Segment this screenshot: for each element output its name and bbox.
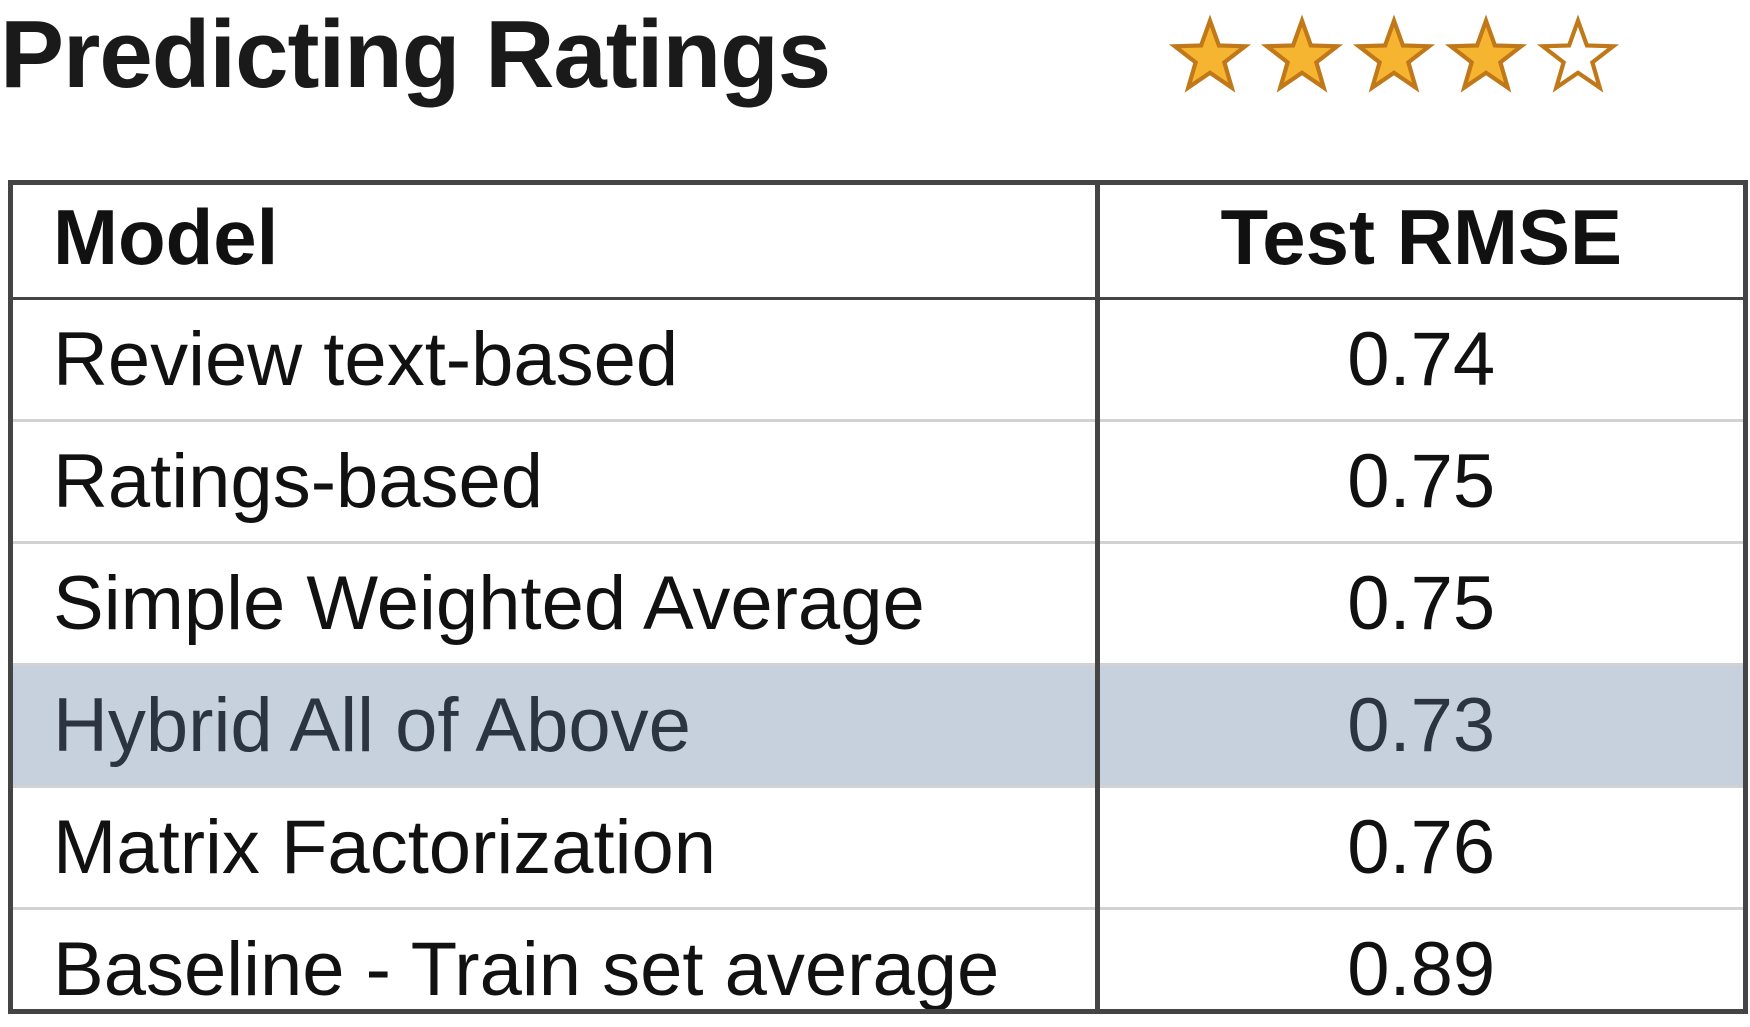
model-name-cell: Simple Weighted Average xyxy=(13,542,1100,666)
star-empty-icon xyxy=(1536,14,1620,93)
column-header-model: Model xyxy=(13,185,1100,300)
test-rmse-cell: 0.74 xyxy=(1097,298,1743,422)
column-header-test-rmse: Test RMSE xyxy=(1097,185,1743,300)
test-rmse-cell: 0.89 xyxy=(1347,926,1496,1012)
table-row: Ratings-based 0.75 xyxy=(13,420,1743,544)
star-filled-icon xyxy=(1444,14,1528,93)
model-name-cell: Hybrid All of Above xyxy=(13,664,1100,788)
table-row: Baseline - Train set average 0.89 xyxy=(13,908,1743,1012)
model-name-cell: Review text-based xyxy=(13,298,1100,422)
model-name-cell: Matrix Factorization xyxy=(13,786,1100,910)
test-rmse-cell: 0.75 xyxy=(1097,420,1743,544)
model-name-cell: Ratings-based xyxy=(13,420,1100,544)
table-row: Matrix Factorization 0.76 xyxy=(13,786,1743,910)
test-rmse-cell: 0.76 xyxy=(1097,786,1743,910)
model-name-cell: Baseline - Train set average xyxy=(13,908,1100,1009)
star-filled-icon xyxy=(1168,14,1252,93)
star-rating xyxy=(1168,14,1628,104)
table-row: Hybrid All of Above 0.73 xyxy=(13,664,1743,788)
test-rmse-cell: 0.73 xyxy=(1097,664,1743,788)
results-table: Model Test RMSE Review text-based 0.74 Rat… xyxy=(13,185,1743,1012)
star-filled-icon xyxy=(1352,14,1436,93)
table-row: Review text-based 0.74 xyxy=(13,298,1743,422)
table-row: Simple Weighted Average 0.75 xyxy=(13,542,1743,666)
star-filled-icon xyxy=(1260,14,1344,93)
test-rmse-cell: 0.75 xyxy=(1097,542,1743,666)
table-header-row: Model Test RMSE xyxy=(13,185,1743,300)
results-table-container: Model Test RMSE Review text-based 0.74 Rat… xyxy=(8,180,1748,1014)
page-title: Predicting Ratings xyxy=(0,1,831,108)
